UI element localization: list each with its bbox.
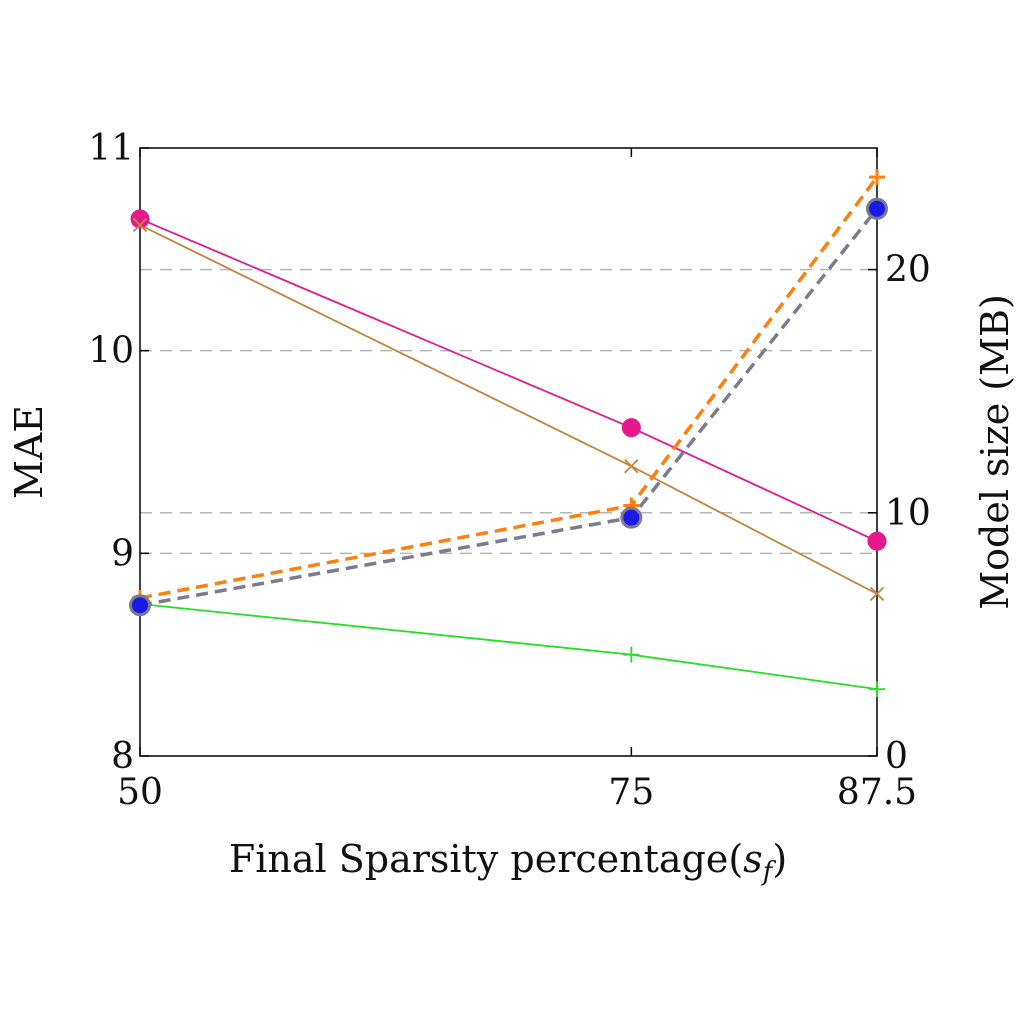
series-4-point-2: [866, 197, 888, 220]
series-line-3: [139, 176, 879, 600]
y-tick-label-right: 10: [885, 493, 931, 534]
y-axis-title-right: Model size (MB): [973, 294, 1017, 610]
axis-ticks: [139, 147, 878, 757]
series-line-0: [139, 218, 878, 542]
series-group: [139, 176, 879, 691]
series-3-point-2: [869, 169, 885, 186]
x-axis-title-close: ): [772, 837, 787, 881]
plot-frame: [139, 147, 878, 757]
y-tick-label-right: 20: [885, 250, 931, 291]
tick-labels: 8 9 10 11 0 10 20 50 75 87.5: [88, 128, 931, 813]
x-tick-label: 50: [117, 772, 163, 813]
series-0-point-0: [130, 209, 150, 229]
series-1-point-1: [624, 459, 639, 474]
x-tick-label: 87.5: [837, 772, 917, 813]
y-tick-label-left: 10: [88, 331, 134, 372]
series-2-point-1: [623, 646, 640, 663]
x-tick-label: 75: [608, 772, 654, 813]
series-4-point-0: [129, 594, 151, 617]
series-1-point-0: [132, 217, 148, 233]
series-line-4: [139, 207, 879, 607]
series-line-2: [139, 603, 878, 691]
series-0-point-1: [621, 418, 641, 438]
series-4-point-1: [620, 506, 643, 529]
y-axis-title-left: MAE: [7, 405, 51, 499]
markers-group: [129, 169, 888, 698]
x-axis-title: Final Sparsity percentage(sf): [229, 837, 787, 887]
series-line-1: [139, 224, 878, 595]
y-tick-label-right: 0: [885, 736, 908, 777]
y-tick-label-left: 8: [111, 736, 134, 777]
series-1-point-2: [869, 586, 885, 602]
series-2-point-2: [869, 681, 885, 698]
x-axis-title-math: s: [743, 837, 763, 881]
series-0-point-2: [867, 531, 887, 551]
y-tick-label-left: 9: [111, 533, 134, 574]
y-tick-label-left: 11: [88, 128, 134, 169]
x-axis-title-text: Final Sparsity percentage(: [229, 837, 743, 881]
grid-lines: [140, 268, 877, 757]
